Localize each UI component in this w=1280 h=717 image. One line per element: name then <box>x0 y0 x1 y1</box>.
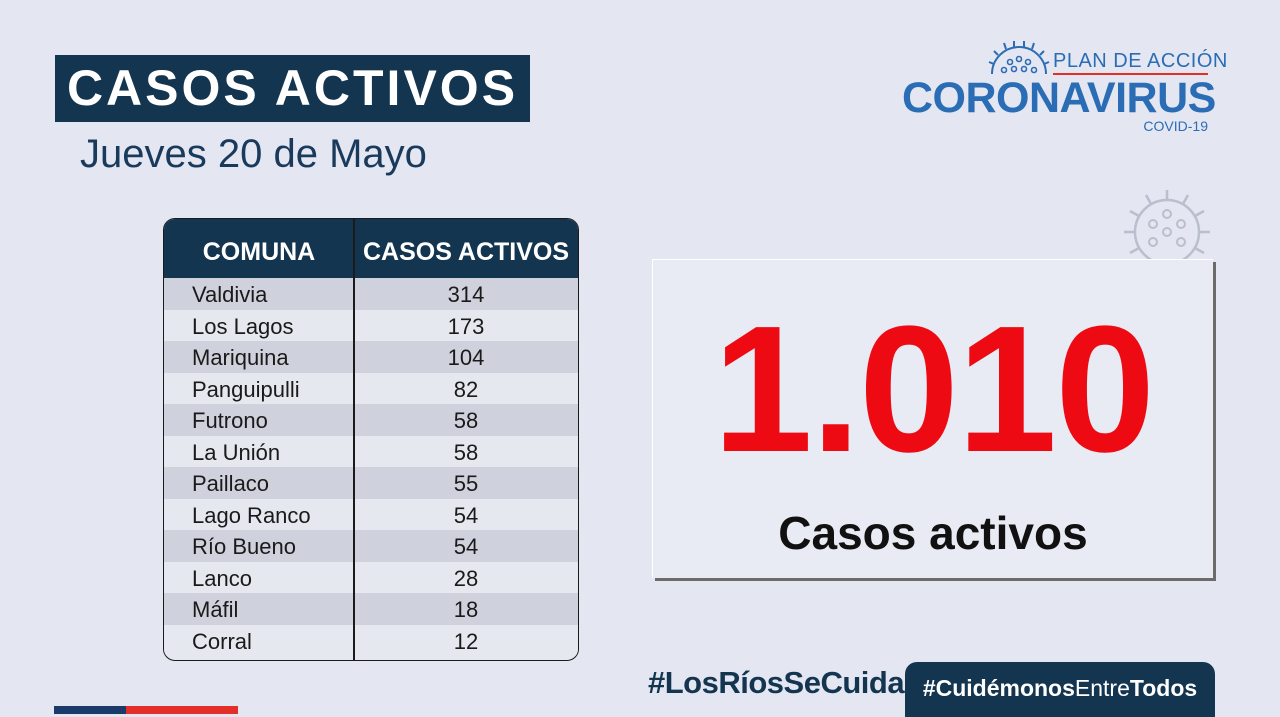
cell-casos: 55 <box>453 471 479 496</box>
column-divider <box>353 219 355 660</box>
cell-casos: 54 <box>453 534 479 559</box>
table-row: Panguipulli 82 <box>164 372 578 404</box>
logo-plan-text: PLAN DE ACCIÓN <box>1053 50 1228 72</box>
hashtag-part-3: Todos <box>1129 675 1198 701</box>
cell-comuna: Futrono <box>192 408 268 433</box>
header-comuna: COMUNA <box>202 238 316 266</box>
decorative-virus-icon <box>1124 190 1210 259</box>
table-row: Futrono 58 <box>164 404 578 436</box>
table-header: COMUNA CASOS ACTIVOS <box>164 219 578 278</box>
cell-comuna: Lanco <box>192 565 252 591</box>
hashtag-part-2: Entre <box>1074 675 1130 701</box>
cell-casos: 28 <box>453 565 479 591</box>
cell-casos: 58 <box>453 408 479 433</box>
hashtag-part-1: #Cuidémonos <box>922 675 1075 701</box>
coronavirus-logo: PLAN DE ACCIÓN CORONAVIRUS COVID-19 <box>900 38 1227 138</box>
table-row: La Unión 58 <box>164 435 578 467</box>
cell-casos: 104 <box>447 345 485 370</box>
cell-comuna: Los Lagos <box>192 313 294 339</box>
total-value: 1.010 <box>712 289 1155 490</box>
table-row: Valdivia 314 <box>164 278 578 310</box>
table-row: Lago Ranco 54 <box>164 498 578 530</box>
table-row: Los Lagos 173 <box>164 309 578 341</box>
logo-brand-text: CORONAVIRUS <box>902 74 1216 122</box>
table-row: Lanco 28 <box>164 561 578 593</box>
cell-comuna: Panguipulli <box>192 376 300 402</box>
cell-comuna: Corral <box>192 628 252 654</box>
cell-comuna: Mariquina <box>192 345 289 370</box>
table-row: Paillaco 55 <box>164 467 578 499</box>
virus-icon <box>988 41 1050 75</box>
cell-casos: 173 <box>447 313 485 339</box>
logo-covid-text: COVID-19 <box>1143 118 1208 134</box>
cell-comuna: Paillaco <box>192 471 270 496</box>
header-casos: CASOS ACTIVOS <box>362 238 570 266</box>
cell-casos: 18 <box>453 597 479 622</box>
logo-divider <box>1053 73 1208 75</box>
footer-accent-red <box>126 706 238 714</box>
hashtag-los-rios: #LosRíosSeCuida <box>648 665 905 700</box>
table-row: Máfil 18 <box>164 593 578 625</box>
total-card: 1.010 Casos activos <box>652 259 1213 578</box>
table-row: Corral 12 <box>164 624 578 656</box>
cell-comuna: Lago Ranco <box>192 502 311 528</box>
cell-casos: 82 <box>453 376 479 402</box>
cases-table: COMUNA CASOS ACTIVOS Valdivia 314 Los Lag… <box>163 218 579 661</box>
table-row: Mariquina 104 <box>164 341 578 373</box>
total-label: Casos activos <box>778 507 1088 559</box>
cell-comuna: La Unión <box>192 439 281 465</box>
cell-comuna: Río Bueno <box>192 534 296 559</box>
cell-casos: 314 <box>447 282 485 307</box>
page-title: CASOS ACTIVOS <box>55 55 530 122</box>
footer-accent-blue <box>54 706 126 714</box>
date-subtitle: Jueves 20 de Mayo <box>80 132 427 176</box>
table-row: Río Bueno 54 <box>164 530 578 562</box>
cell-casos: 12 <box>453 628 479 654</box>
cell-comuna: Valdivia <box>192 282 268 307</box>
hashtag-cuidemonos: #CuidémonosEntreTodos <box>905 662 1215 717</box>
cell-comuna: Máfil <box>192 597 239 622</box>
table-body: Valdivia 314 Los Lagos 173 Mariquina 104 Pa… <box>164 278 578 656</box>
cell-casos: 54 <box>453 502 479 528</box>
cell-casos: 58 <box>453 439 479 465</box>
